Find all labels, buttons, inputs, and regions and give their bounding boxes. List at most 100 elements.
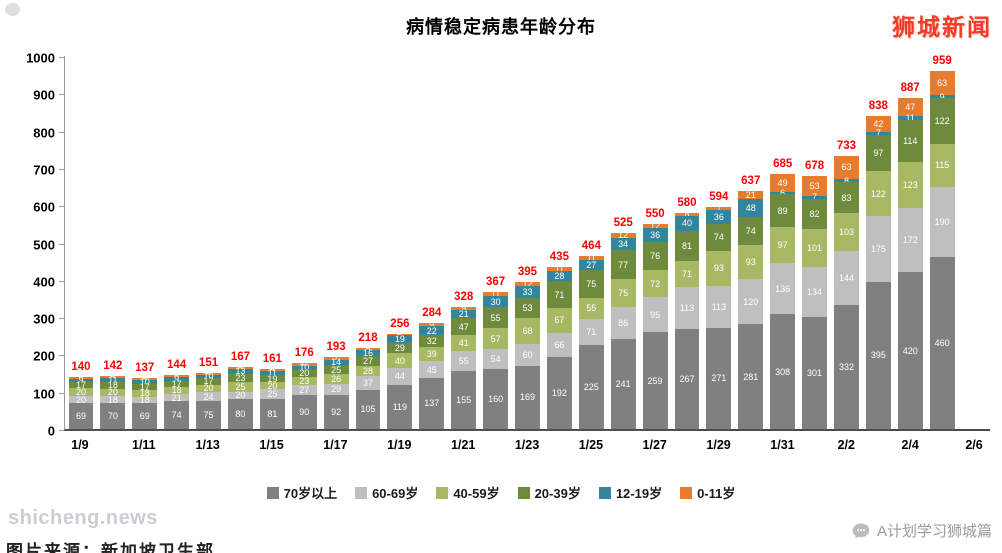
bar-segment: 71 — [546, 281, 572, 308]
segment-value-label: 47 — [905, 101, 916, 112]
segment-value-label: 17 — [75, 380, 86, 391]
segment-value-label: 113 — [711, 301, 727, 312]
segment-value-label: 14 — [331, 357, 342, 368]
legend-swatch — [436, 486, 449, 499]
bar-segment: 81 — [259, 398, 285, 429]
segment-value-label: 160 — [488, 394, 504, 405]
bar-column: 74 21181795144 — [161, 56, 193, 429]
segment-value-label: 192 — [551, 388, 567, 399]
y-tick-mark — [59, 94, 64, 96]
bar-segment: 68 — [515, 318, 540, 344]
bar-segment: 41 — [451, 335, 477, 351]
segment-value-label: 308 — [775, 366, 791, 377]
bar-segment: 16 — [355, 348, 381, 357]
bar-segment: 11 — [483, 289, 509, 300]
bar-segment: 69 — [68, 403, 94, 429]
legend-swatch — [680, 486, 693, 499]
segment-value-label: 332 — [838, 362, 854, 373]
segment-value-label: 11 — [586, 253, 596, 264]
segment-value-label: 8 — [843, 175, 849, 186]
segment-value-label: 18 — [107, 380, 118, 391]
bar-segment: 83 — [834, 182, 859, 214]
segment-value-label: 20 — [203, 383, 214, 394]
source-caption: 图片来源：新加坡卫生部 — [6, 542, 215, 553]
segment-value-label: 13 — [235, 366, 246, 377]
bar-total-label: 176 — [294, 347, 314, 360]
bar-segment: 190 — [929, 186, 955, 258]
segment-value-label: 75 — [203, 410, 214, 421]
bar-segment: 460 — [929, 257, 955, 429]
bar-segment: 20 — [68, 388, 94, 397]
segment-value-label: 47 — [458, 321, 469, 332]
y-tick-mark — [59, 355, 64, 357]
bar-segment: 20 — [100, 388, 126, 397]
segment-value-label: 7 — [812, 192, 818, 203]
bar-segment: 23 — [291, 376, 317, 387]
bar-segment: 80 — [227, 399, 253, 429]
y-tick-label: 300 — [33, 311, 55, 327]
publisher-badge: A计划学习狮城篇 — [851, 520, 992, 541]
legend-swatch — [598, 486, 611, 499]
bar-column: 460 190 115 122 9 63 959 — [926, 55, 958, 429]
segment-value-label: 9 — [78, 375, 84, 386]
segment-value-label: 119 — [392, 401, 408, 412]
bar-total-label: 284 — [422, 307, 442, 320]
segment-value-label: 74 — [745, 225, 756, 236]
x-tick-label: 1/29 — [706, 438, 731, 452]
segment-value-label: 40 — [681, 218, 692, 229]
segment-value-label: 24 — [203, 391, 214, 402]
segment-value-label: 11 — [490, 289, 501, 300]
segment-value-label: 23 — [235, 373, 246, 384]
bar-segment: 120 — [738, 279, 764, 325]
segment-value-label: 36 — [713, 211, 724, 222]
legend-item: 40-59岁 — [436, 483, 500, 502]
bar-segment: 103 — [834, 213, 859, 252]
segment-value-label: 169 — [519, 392, 535, 403]
bar-segment: 12 — [642, 221, 668, 232]
bar-segment: 113 — [674, 287, 700, 330]
bar-segment: 119 — [387, 384, 413, 429]
bar-segment: 12 — [515, 279, 540, 288]
bar-segment: 27 — [355, 355, 381, 366]
y-tick-mark — [59, 280, 64, 282]
segment-value-label: 86 — [618, 318, 629, 329]
bar-column: 225 71 55 75 27 11 464 — [575, 56, 607, 429]
bar-segment: 115 — [929, 143, 955, 187]
segment-value-label: 9 — [461, 303, 467, 314]
segment-value-label: 6 — [301, 359, 307, 370]
bar-segment: 93 — [738, 244, 764, 280]
chart-title: 病情稳定病患年龄分布 — [406, 17, 596, 37]
bar-segment: 332 — [834, 305, 859, 429]
bar-segment: 76 — [642, 241, 668, 271]
y-tick-label: 600 — [33, 199, 55, 215]
segment-value-label: 42 — [873, 119, 884, 130]
y-tick-mark — [59, 392, 64, 394]
segment-value-label: 155 — [456, 395, 472, 406]
segment-value-label: 39 — [426, 348, 437, 359]
segment-value-label: 23 — [299, 376, 310, 387]
segment-value-label: 25 — [267, 389, 278, 400]
bar-segment: 10 — [291, 363, 317, 372]
corner-icon — [5, 3, 20, 16]
bar-column: 420 172 123 114 11 47 887 — [894, 56, 926, 429]
segment-value-label: 45 — [426, 364, 437, 375]
bar-segment: 137 — [419, 377, 445, 429]
bar-segment: 27 — [578, 260, 604, 271]
bar-segment: 21 — [738, 191, 764, 200]
segment-value-label: 271 — [711, 373, 727, 384]
bar-segment: 57 — [483, 327, 509, 350]
segment-value-label: 69 — [139, 411, 150, 422]
bar-column: 155 55 41 47 21 9 328 — [448, 56, 480, 429]
bar-segment: 29 — [323, 383, 349, 395]
segment-value-label: 12 — [650, 221, 661, 232]
bar-total-label: 367 — [485, 276, 506, 289]
bar-column: 259 95 72 76 36 12 550 — [639, 56, 671, 429]
bar-segment: 11 — [897, 112, 923, 123]
segment-value-label: 11 — [905, 112, 915, 123]
segment-value-label: 175 — [870, 244, 886, 255]
segment-value-label: 70 — [107, 410, 118, 421]
bar-segment: 21 — [451, 309, 477, 318]
x-tick-label: 1/27 — [642, 438, 667, 452]
legend-swatch — [517, 486, 530, 499]
